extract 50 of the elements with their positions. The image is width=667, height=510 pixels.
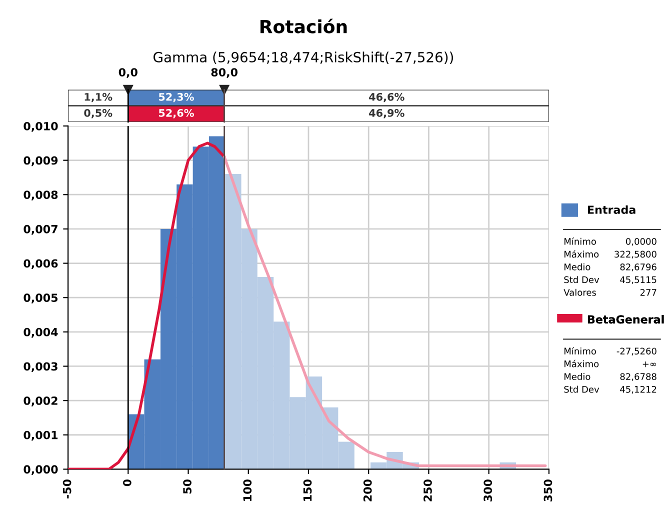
text: 0,5% xyxy=(84,109,112,118)
text: Medio xyxy=(564,373,590,380)
text: 45,1212 xyxy=(620,386,656,394)
x-tick-label: 0 xyxy=(122,479,132,486)
chart-title: Rotación xyxy=(260,18,347,34)
text: 52,3% xyxy=(158,92,194,102)
x-tick-label: 200 xyxy=(363,479,372,502)
y-tick-label: 0,007 xyxy=(24,224,58,235)
y-tick-label: 0,002 xyxy=(24,396,58,406)
text: 45,5115 xyxy=(620,276,656,284)
legend-label: Entrada xyxy=(588,205,636,214)
y-tick-label: 0,003 xyxy=(24,362,58,372)
x-tick-label: -50 xyxy=(62,479,72,498)
y-tick-label: 0,004 xyxy=(24,328,58,338)
y-tick-label: 0,009 xyxy=(24,156,58,166)
text: 82,6788 xyxy=(620,373,656,381)
y-tick-label: 0,008 xyxy=(24,190,58,200)
text: Máximo xyxy=(564,360,599,368)
text: 277 xyxy=(640,289,656,296)
y-tick-label: 0,010 xyxy=(24,122,58,132)
x-tick-label: 300 xyxy=(484,479,492,502)
ref-line-label: 80,0 xyxy=(211,68,238,78)
text: Medio xyxy=(564,263,590,270)
x-tick-label: 100 xyxy=(243,479,252,501)
chart-subtitle: Gamma (5,9654;18,474;RiskShift(-27,526)) xyxy=(154,52,454,64)
y-tick-label: 0,006 xyxy=(24,259,58,270)
text: 52,6% xyxy=(158,109,194,118)
y-tick-label: 0,005 xyxy=(24,294,58,304)
text: 46,6% xyxy=(369,92,404,102)
text: Valores xyxy=(564,288,596,296)
text: 322,5800 xyxy=(614,250,656,259)
ref-line-label: 0,0 xyxy=(118,68,138,78)
text: Mínimo xyxy=(564,238,596,245)
y-tick-label: 0,000 xyxy=(24,465,58,475)
x-tick-label: 150 xyxy=(303,479,312,501)
y-tick-label: 0,001 xyxy=(24,430,58,441)
x-tick-label: 50 xyxy=(183,479,192,494)
text: +∞ xyxy=(642,361,656,368)
text: Máximo xyxy=(564,250,599,258)
x-tick-label: 250 xyxy=(424,479,432,502)
text: -27,5260 xyxy=(616,348,656,356)
legend-label: BetaGeneral xyxy=(588,314,664,324)
text: Std Dev xyxy=(564,276,600,284)
text: 0,0000 xyxy=(626,238,656,246)
text: 82,6796 xyxy=(620,264,656,272)
text: 1,1% xyxy=(84,92,112,102)
text: Std Dev xyxy=(564,386,600,393)
x-tick-label: 350 xyxy=(544,479,552,502)
text: Mínimo xyxy=(564,347,596,355)
text: 46,9% xyxy=(369,109,404,118)
